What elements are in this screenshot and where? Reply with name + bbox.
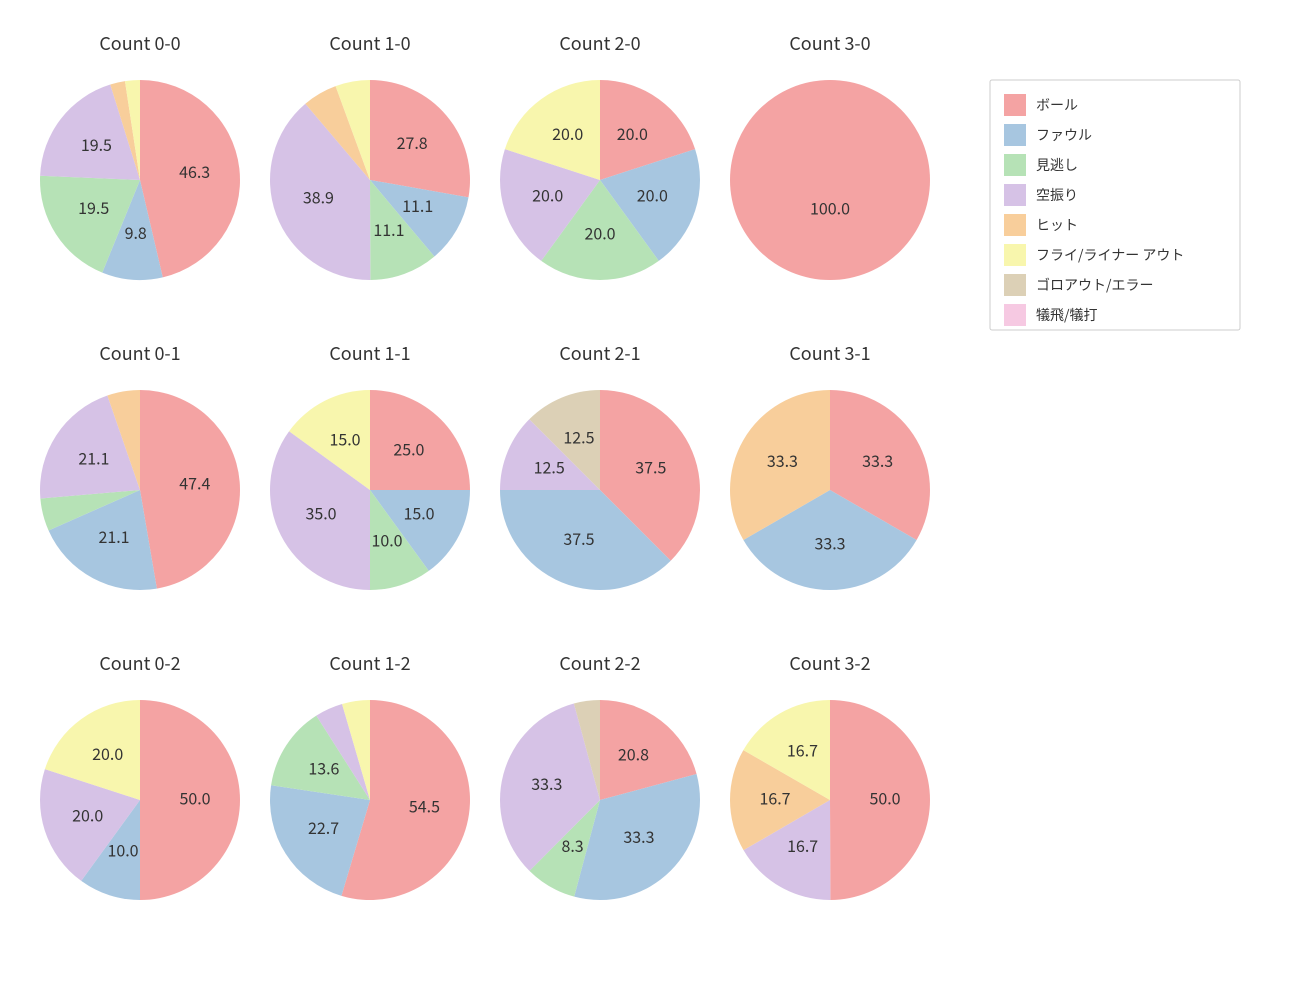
chart-title: Count 3-2 — [789, 650, 870, 676]
slice-label: 11.1 — [373, 217, 404, 241]
chart-grid: Count 0-0 46.3 9.8 19.5 19.5 Count 1-0 27.8 11.… — [0, 0, 1300, 1000]
pie-grid-svg: Count 0-0 46.3 9.8 19.5 19.5 Count 1-0 27.8 11.… — [0, 0, 1300, 1000]
slice-label: 16.7 — [787, 833, 818, 857]
slice-label: 33.3 — [623, 824, 654, 848]
legend-swatch — [1004, 244, 1026, 266]
pie-chart: Count 1-2 54.5 22.7 13.6 — [270, 650, 470, 900]
slice-label: 12.5 — [534, 454, 565, 478]
slice-label: 20.0 — [584, 220, 615, 244]
slice-label: 20.0 — [637, 182, 668, 206]
legend-label: 見逃し — [1036, 155, 1078, 175]
slice-label: 16.7 — [787, 738, 818, 762]
legend-swatch — [1004, 94, 1026, 116]
slice-label: 50.0 — [869, 785, 900, 809]
chart-title: Count 3-0 — [789, 30, 870, 56]
slice-label: 11.1 — [402, 193, 433, 217]
slice-label: 19.5 — [78, 195, 109, 219]
slice-label: 10.0 — [107, 838, 138, 862]
slice-label: 20.0 — [617, 121, 648, 145]
pie-chart: Count 2-1 37.5 37.5 12.5 12.5 — [500, 340, 700, 590]
legend-label: 空振り — [1036, 185, 1078, 205]
slice-label: 21.1 — [78, 445, 109, 469]
slice-label: 37.5 — [635, 454, 666, 478]
legend-swatch — [1004, 184, 1026, 206]
slice-label: 46.3 — [179, 159, 210, 183]
slice-label: 37.5 — [563, 526, 594, 550]
legend-swatch — [1004, 214, 1026, 236]
slice-label: 20.0 — [532, 182, 563, 206]
chart-title: Count 3-1 — [789, 340, 870, 366]
slice-label: 15.0 — [403, 500, 434, 524]
slice-label: 20.0 — [552, 121, 583, 145]
slice-label: 33.3 — [767, 448, 798, 472]
slice-label: 19.5 — [81, 132, 112, 156]
legend-swatch — [1004, 274, 1026, 296]
legend-label: ボール — [1036, 95, 1078, 115]
slice-label: 8.3 — [561, 833, 583, 857]
legend-label: ヒット — [1036, 215, 1078, 235]
chart-title: Count 2-2 — [559, 650, 640, 676]
chart-title: Count 0-2 — [99, 650, 180, 676]
chart-title: Count 0-0 — [99, 30, 180, 56]
pie-chart: Count 1-125.015.010.035.015.0 — [270, 340, 470, 590]
slice-label: 38.9 — [303, 184, 334, 208]
chart-title: Count 2-1 — [559, 340, 640, 366]
chart-title: Count 1-0 — [329, 30, 410, 56]
legend-label: ゴロアウト/エラー — [1036, 275, 1154, 295]
slice-label: 15.0 — [329, 426, 360, 450]
slice-label: 16.7 — [759, 785, 790, 809]
slice-label: 13.6 — [308, 755, 339, 779]
legend-label: ファウル — [1036, 125, 1092, 145]
slice-label: 100.0 — [810, 195, 850, 219]
chart-title: Count 0-1 — [99, 340, 180, 366]
slice-label: 20.0 — [72, 802, 103, 826]
pie-slice — [730, 80, 930, 280]
legend: ボールファウル見逃し空振りヒットフライ/ライナー アウトゴロアウト/エラー犠飛/… — [990, 80, 1240, 330]
pie-chart: Count 0-0 46.3 9.8 19.5 19.5 — [40, 30, 240, 280]
slice-label: 20.0 — [92, 741, 123, 765]
slice-label: 22.7 — [308, 815, 339, 839]
chart-title: Count 1-1 — [329, 340, 410, 366]
pie-chart: Count 3-0 100.0 — [730, 30, 930, 280]
slice-label: 33.3 — [862, 448, 893, 472]
slice-label: 25.0 — [393, 436, 424, 460]
pie-chart: Count 3-1 33.3 33.3 33.3 — [730, 340, 930, 590]
legend-swatch — [1004, 124, 1026, 146]
slice-label: 33.3 — [531, 771, 562, 795]
legend-label: フライ/ライナー アウト — [1036, 245, 1184, 265]
legend-swatch — [1004, 304, 1026, 326]
legend-swatch — [1004, 154, 1026, 176]
slice-label: 27.8 — [397, 130, 428, 154]
slice-label: 10.0 — [371, 528, 402, 552]
chart-title: Count 1-2 — [329, 650, 410, 676]
slice-label: 20.8 — [618, 742, 649, 766]
pie-chart: Count 2-0 20.0 20.0 20.0 20.0 20.0 — [500, 30, 700, 280]
pie-chart: Count 0-250.010.020.020.0 — [40, 650, 240, 900]
chart-title: Count 2-0 — [559, 30, 640, 56]
pie-chart: Count 0-1 47.4 21.1 21.1 — [40, 340, 240, 590]
pie-chart: Count 2-2 20.8 33.3 8.3 33.3 — [500, 650, 700, 900]
slice-label: 47.4 — [179, 471, 210, 495]
slice-label: 21.1 — [98, 524, 129, 548]
slice-label: 50.0 — [179, 785, 210, 809]
pie-chart: Count 1-0 27.8 11.111.1 38.9 — [270, 30, 470, 280]
slice-label: 9.8 — [125, 220, 147, 244]
slice-label: 33.3 — [814, 530, 845, 554]
slice-label: 54.5 — [409, 793, 440, 817]
legend-label: 犠飛/犠打 — [1036, 305, 1098, 325]
pie-chart: Count 3-2 50.0 16.7 16.7 16.7 — [730, 650, 930, 900]
slice-label: 12.5 — [563, 425, 594, 449]
slice-label: 35.0 — [305, 500, 336, 524]
